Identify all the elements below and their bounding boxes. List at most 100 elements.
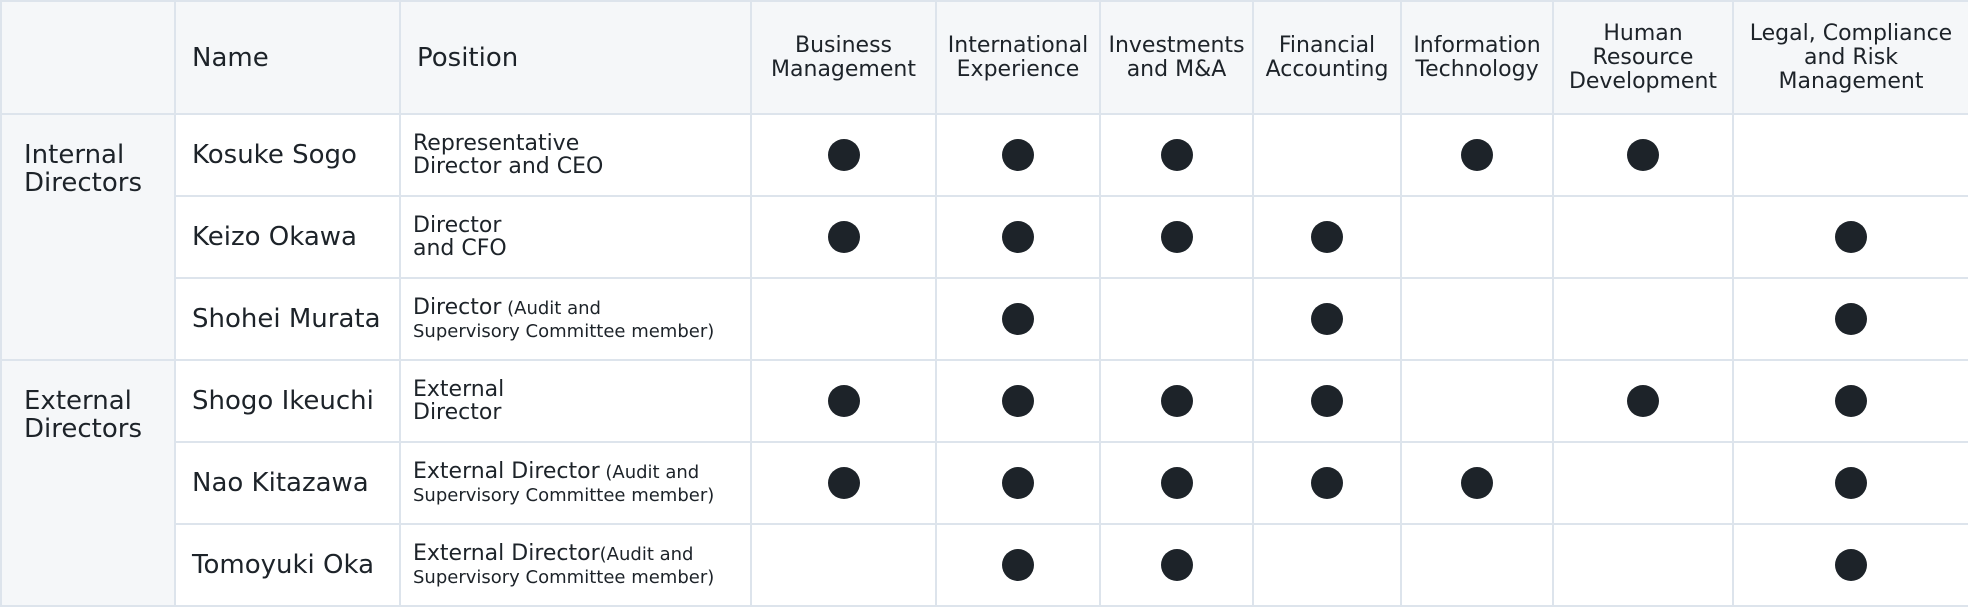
- skill-dot-icon: [1002, 303, 1034, 335]
- skill-dot-icon: [1461, 467, 1493, 499]
- skill-dot-icon: [827, 467, 860, 499]
- skill-dot-icon: [1835, 549, 1867, 581]
- position-text: Representative Director and CEO: [413, 131, 604, 179]
- skill-cell: [750, 277, 937, 361]
- skill-cell: [750, 113, 937, 197]
- skill-cell: [1099, 441, 1254, 525]
- skill-cell: [1400, 195, 1554, 279]
- skill-dot-icon: [1002, 385, 1034, 417]
- skill-cell: [1732, 441, 1968, 525]
- skill-cell: [1252, 195, 1402, 279]
- skill-dot-icon: [1311, 467, 1343, 499]
- skill-cell: [1732, 113, 1968, 197]
- position-text: Director: [413, 295, 502, 320]
- skill-cell: [1099, 277, 1254, 361]
- skill-cell: [1252, 277, 1402, 361]
- header-row: Name Position Business Management Interna…: [0, 0, 1968, 115]
- skill-cell: [1252, 113, 1402, 197]
- skill-dot-icon: [1160, 385, 1193, 417]
- skill-dot-icon: [1311, 221, 1343, 253]
- group-label: Internal Directors: [0, 113, 176, 361]
- group-label: External Directors: [0, 359, 176, 607]
- skill-cell: [1552, 441, 1734, 525]
- position-note: (Audit and Supervisory Committee member): [413, 462, 715, 506]
- skill-cell: [1099, 523, 1254, 607]
- skill-cell: [1099, 113, 1254, 197]
- skill-header: Information Technology: [1400, 0, 1554, 115]
- skill-dot-icon: [1160, 221, 1193, 253]
- director-position: External Director: [399, 359, 752, 443]
- director-name: Keizo Okawa: [174, 195, 401, 279]
- skill-cell: [935, 195, 1101, 279]
- skill-header: International Experience: [935, 0, 1101, 115]
- skill-header: Human Resource Development: [1552, 0, 1734, 115]
- skill-dot-icon: [1002, 549, 1034, 581]
- skill-dot-icon: [1002, 139, 1034, 171]
- position-note: (Audit and Supervisory Committee member): [413, 544, 715, 588]
- skill-cell: [1552, 523, 1734, 607]
- skill-cell: [1400, 113, 1554, 197]
- table-row: Shohei Murata Director (Audit and Supervi…: [1, 277, 1968, 361]
- position-note: (Audit and Supervisory Committee member): [413, 298, 715, 342]
- skill-dot-icon: [1835, 303, 1867, 335]
- director-position: Representative Director and CEO: [399, 113, 752, 197]
- skill-dot-icon: [827, 385, 860, 417]
- skill-dot-icon: [1160, 549, 1193, 581]
- director-name: Tomoyuki Oka: [174, 523, 401, 607]
- skill-cell: [1552, 113, 1734, 197]
- skill-header: Business Management: [750, 0, 937, 115]
- skill-cell: [750, 441, 937, 525]
- position-text: External Director: [413, 377, 505, 425]
- table-row: Nao Kitazawa External Director (Audit and…: [1, 441, 1968, 525]
- director-position: External Director(Audit and Supervisory …: [399, 523, 752, 607]
- skill-cell: [935, 113, 1101, 197]
- skill-dot-icon: [827, 139, 860, 171]
- skill-dot-icon: [1461, 139, 1493, 171]
- skill-header: Financial Accounting: [1252, 0, 1402, 115]
- skill-cell: [1400, 523, 1554, 607]
- skill-cell: [1400, 277, 1554, 361]
- skill-cell: [1552, 277, 1734, 361]
- director-position: Director and CFO: [399, 195, 752, 279]
- position-header: Position: [399, 0, 752, 115]
- table-row: Internal Directors Kosuke Sogo Representat…: [0, 113, 1968, 361]
- skill-cell: [1732, 277, 1968, 361]
- skill-cell: [1099, 359, 1254, 443]
- skill-cell: [750, 523, 937, 607]
- skill-dot-icon: [1835, 221, 1867, 253]
- director-name: Shogo Ikeuchi: [174, 359, 401, 443]
- director-position: Director (Audit and Supervisory Committe…: [399, 277, 752, 361]
- skill-cell: [1400, 359, 1554, 443]
- skill-header: Legal, Compliance and Risk Management: [1732, 0, 1968, 115]
- skill-dot-icon: [1002, 467, 1034, 499]
- skill-dot-icon: [827, 221, 860, 253]
- table-row: External Directors Shogo Ikeuchi External …: [0, 359, 1968, 607]
- director-name: Nao Kitazawa: [174, 441, 401, 525]
- director-name: Kosuke Sogo: [174, 113, 401, 197]
- position-text: External Director: [413, 459, 600, 484]
- skill-cell: [935, 523, 1101, 607]
- skill-dot-icon: [1160, 139, 1193, 171]
- director-name: Shohei Murata: [174, 277, 401, 361]
- corner-cell: [0, 0, 176, 115]
- skill-dot-icon: [1160, 467, 1193, 499]
- table-row: Tomoyuki Oka External Director(Audit and …: [1, 523, 1968, 607]
- skill-cell: [1400, 441, 1554, 525]
- skill-cell: [750, 195, 937, 279]
- skill-cell: [1552, 359, 1734, 443]
- skill-cell: [935, 441, 1101, 525]
- skill-dot-icon: [1627, 385, 1659, 417]
- director-position: External Director (Audit and Supervisory…: [399, 441, 752, 525]
- skill-dot-icon: [1835, 385, 1867, 417]
- table-row: Keizo Okawa Director and CFO: [1, 195, 1968, 279]
- name-header: Name: [174, 0, 401, 115]
- skill-dot-icon: [1311, 303, 1343, 335]
- skill-dot-icon: [1835, 467, 1867, 499]
- skill-cell: [1252, 441, 1402, 525]
- skill-cell: [1732, 195, 1968, 279]
- skill-cell: [935, 277, 1101, 361]
- skill-cell: [935, 359, 1101, 443]
- skill-cell: [750, 359, 937, 443]
- skill-cell: [1252, 359, 1402, 443]
